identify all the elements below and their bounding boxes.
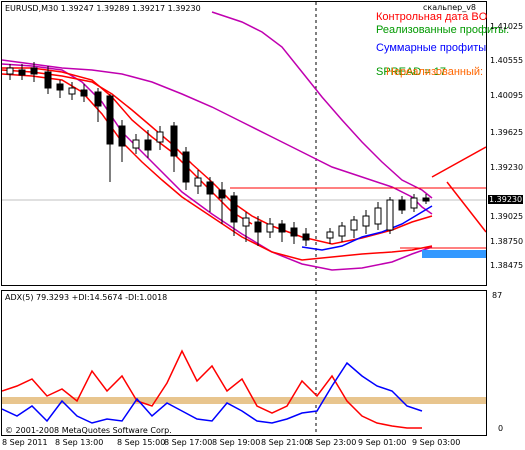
overlay-realized-profits: Реализованные профиты: (376, 24, 510, 36)
candle (290, 222, 298, 244)
overlay-spread: SPREAD = 17 (376, 66, 447, 78)
indicator-name-label: скальпер_v8 (423, 3, 477, 12)
price-chart-panel[interactable] (1, 1, 487, 286)
time-tick: 8 Sep 19:00 (212, 438, 261, 447)
candle (156, 126, 164, 150)
candle (230, 192, 238, 236)
plus-di-line (2, 349, 422, 429)
blue-line (301, 205, 433, 251)
upper-band-line-2 (211, 11, 433, 199)
price-tick: 1.39625 (490, 128, 524, 137)
candle (182, 147, 190, 190)
time-tick: 9 Sep 03:00 (412, 438, 461, 447)
overlay-total-profits: Суммарные профиты: Ви (376, 42, 487, 54)
level-blue-box (422, 250, 486, 258)
symbol-timeframe: EURUSD,M30 (5, 4, 59, 13)
time-tick: 8 Sep 17:00 (164, 438, 213, 447)
candle (132, 134, 140, 154)
candle (422, 194, 430, 204)
candle (338, 222, 346, 242)
candle (170, 122, 178, 172)
price-tick: 1.38750 (490, 237, 524, 246)
candle (302, 228, 310, 246)
candle (326, 228, 334, 244)
overlay-unrealized-label: Нереализованный: (386, 66, 484, 78)
candle (398, 196, 406, 214)
candles (6, 62, 430, 246)
adx-header: ADX(5) 79.3293 +DI:14.5674 -DI:1.0018 (5, 293, 168, 302)
candle (106, 94, 114, 182)
price-tick: 1.38475 (490, 261, 524, 270)
time-tick: 8 Sep 15:00 (117, 438, 166, 447)
time-tick: 9 Sep 01:00 (358, 438, 407, 447)
price-tick: 1.41025 (490, 22, 524, 31)
upper-band-line (2, 59, 433, 215)
minus-di-line (2, 361, 423, 424)
ohlc-values: 1.39247 1.39289 1.39217 1.39230 (60, 4, 201, 13)
candle (350, 216, 358, 238)
candle (56, 80, 64, 98)
candle (278, 220, 286, 242)
price-tick: 1.40555 (490, 56, 524, 65)
adx-canvas[interactable] (2, 291, 486, 435)
candle (194, 170, 202, 194)
symbol-header: EURUSD,M30 1.39247 1.39289 1.39217 1.392… (5, 4, 201, 13)
time-tick: 8 Sep 23:00 (308, 438, 357, 447)
ma-red-line-3 (2, 67, 253, 225)
price-tick: 1.40095 (490, 91, 524, 100)
candle (6, 64, 14, 80)
lower-band-line (2, 63, 433, 271)
candle (410, 194, 418, 212)
price-tick: 1.39230 (490, 163, 524, 172)
candle (374, 202, 382, 230)
candle (266, 218, 274, 238)
overlay-unrealized: Нереализованный: Se (386, 66, 487, 78)
adx-level-band (2, 397, 486, 404)
candle (242, 212, 250, 242)
adx-axis-bottom: 0 (498, 424, 504, 433)
price-tick: 1.39025 (490, 212, 524, 221)
time-tick: 8 Sep 2011 (2, 438, 48, 447)
current-price-badge: 1.39230 (488, 195, 524, 204)
candle (118, 120, 126, 162)
adx-axis-top: 87 (492, 291, 503, 300)
time-tick: 8 Sep 13:00 (55, 438, 104, 447)
candle (80, 84, 88, 102)
candle (30, 62, 38, 82)
time-tick: 8 Sep 21:00 (261, 438, 310, 447)
diag-line-1 (431, 146, 486, 178)
overlay-total-profits-label: Суммарные профиты: (376, 42, 487, 54)
candle (218, 182, 226, 224)
candle (386, 197, 394, 234)
ma-red-line-2 (2, 73, 433, 261)
price-chart-canvas[interactable] (2, 2, 486, 285)
candle (362, 210, 370, 234)
copyright-label: © 2001-2008 MetaQuotes Software Corp. (5, 426, 172, 435)
candle (44, 66, 52, 94)
candle (18, 64, 26, 80)
diag-line-2 (446, 181, 486, 233)
adx-panel[interactable] (1, 290, 487, 436)
candle (254, 216, 262, 246)
candle (206, 177, 214, 212)
candle (144, 130, 152, 158)
candle (94, 88, 102, 122)
candle (68, 82, 76, 100)
overlay-control-date: Контрольная дата BOY: 20 (376, 11, 487, 23)
